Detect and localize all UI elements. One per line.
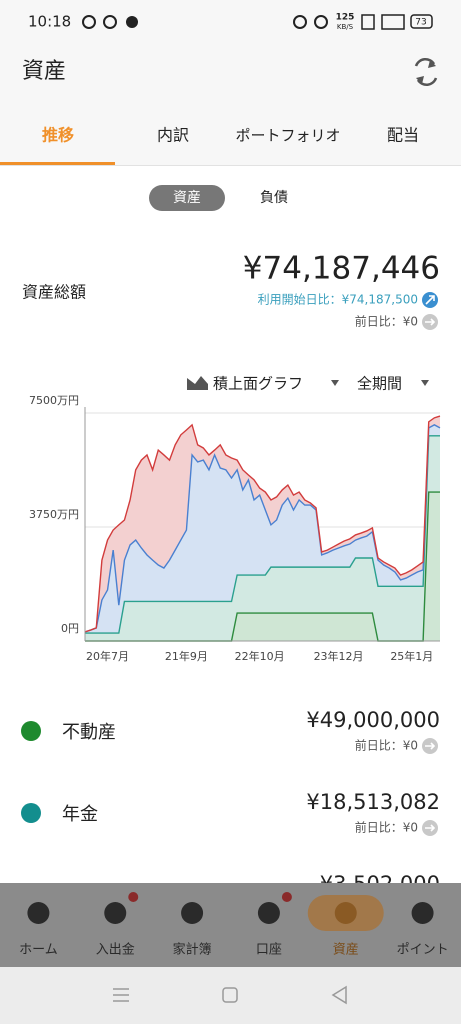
status-icon xyxy=(361,14,375,30)
graph-type[interactable]: 積上面グラフ xyxy=(213,375,303,393)
top-area xyxy=(0,0,461,165)
x-tick-label: 25年1月 xyxy=(390,649,433,663)
asset-day-change: 前日比：¥0 xyxy=(355,738,418,753)
status-time: 10:18 xyxy=(28,13,71,31)
asset-day-change: 前日比：¥0 xyxy=(355,820,418,835)
y-tick-label: 3750万円 xyxy=(29,508,79,521)
dropdown-arrow xyxy=(331,380,339,386)
status-icon xyxy=(381,14,405,30)
asset-dot xyxy=(21,721,41,741)
badge xyxy=(281,892,292,902)
area xyxy=(85,416,440,632)
home-button[interactable] xyxy=(222,987,238,1003)
day-change: 前日比：¥0 xyxy=(355,314,418,329)
since-start: 利用開始日比：¥74,187,500 xyxy=(258,293,418,307)
x-tick-label: 23年12月 xyxy=(314,649,364,663)
back-button[interactable] xyxy=(331,985,347,1005)
nav-items: ホーム 入出金 家計簿 口座 資産 ポイント xyxy=(19,892,449,958)
chart: 0円 3750万円 7500万円 20年7月 21年9月 22年10月 23年12月 25年1… xyxy=(29,394,441,663)
asset-name: 不動産 xyxy=(62,722,116,743)
refresh-icon xyxy=(416,60,436,84)
area-line xyxy=(84,415,441,633)
status-icon xyxy=(82,15,96,29)
tab[interactable]: 内訳 xyxy=(157,126,189,145)
area xyxy=(85,435,440,641)
recent-button[interactable] xyxy=(113,988,129,1002)
refresh-icon xyxy=(414,57,438,87)
status-icon xyxy=(293,15,307,29)
asset-amount: ¥49,000,000 xyxy=(306,708,440,732)
y-tick-label: 7500万円 xyxy=(29,394,79,407)
tab-active[interactable]: 推移 xyxy=(42,126,74,145)
battery xyxy=(410,14,433,29)
badge xyxy=(128,892,139,902)
nav-label[interactable]: 家計簿 xyxy=(173,942,212,958)
nav-label[interactable]: ホーム xyxy=(19,943,58,958)
area xyxy=(85,424,440,634)
net-speed: 125 xyxy=(336,13,355,23)
tab-indicator xyxy=(0,162,115,165)
battery-level: 73 xyxy=(415,18,426,28)
area-line xyxy=(85,435,440,634)
nav-icon[interactable] xyxy=(104,902,127,924)
asset-amount: ¥18,513,082 xyxy=(306,790,440,814)
divider xyxy=(0,165,461,166)
x-tick-label: 20年7月 xyxy=(86,649,129,663)
dropdown-arrow xyxy=(421,380,429,386)
status-icon xyxy=(126,16,138,28)
page-title: 資産 xyxy=(22,59,66,84)
summary-label: 資産総額 xyxy=(22,283,86,302)
nav-label[interactable]: ポイント xyxy=(397,943,449,958)
nav-label[interactable]: 資産 xyxy=(333,942,359,958)
status-icon xyxy=(314,15,328,29)
x-tick-label: 22年10月 xyxy=(235,649,285,663)
nav-icon[interactable] xyxy=(334,902,357,924)
system-nav xyxy=(0,967,461,1024)
tab[interactable]: ポートフォリオ xyxy=(235,127,340,145)
toggle-label[interactable]: 資産 xyxy=(173,190,201,206)
toggle-selected[interactable] xyxy=(149,185,225,211)
flat-icon xyxy=(425,318,436,326)
asset-name: 年金 xyxy=(62,804,98,825)
nav-icon[interactable] xyxy=(181,902,204,924)
y-tick-label: 0円 xyxy=(61,622,79,635)
period[interactable]: 全期間 xyxy=(357,375,402,393)
net-speed-unit: KB/S xyxy=(337,23,354,31)
asset-dot xyxy=(21,803,41,823)
graph-type-icon xyxy=(187,376,208,390)
refresh-button[interactable] xyxy=(414,57,438,87)
flat-icon xyxy=(425,742,436,750)
up-icon xyxy=(425,295,435,305)
nav-icon[interactable] xyxy=(27,902,50,924)
nav-icon[interactable] xyxy=(411,902,434,924)
nav-icon[interactable] xyxy=(257,902,280,924)
tab[interactable]: 配当 xyxy=(387,126,419,145)
nav-label[interactable]: 口座 xyxy=(256,943,282,958)
status-icon xyxy=(103,15,117,29)
summary-total: ¥74,187,446 xyxy=(243,251,440,287)
bottom-nav xyxy=(0,883,461,967)
area-line xyxy=(84,424,441,633)
flat-icon xyxy=(425,824,436,832)
toggle-label[interactable]: 負債 xyxy=(260,190,288,206)
x-tick-label: 21年9月 xyxy=(165,649,208,663)
nav-label[interactable]: 入出金 xyxy=(96,942,135,958)
